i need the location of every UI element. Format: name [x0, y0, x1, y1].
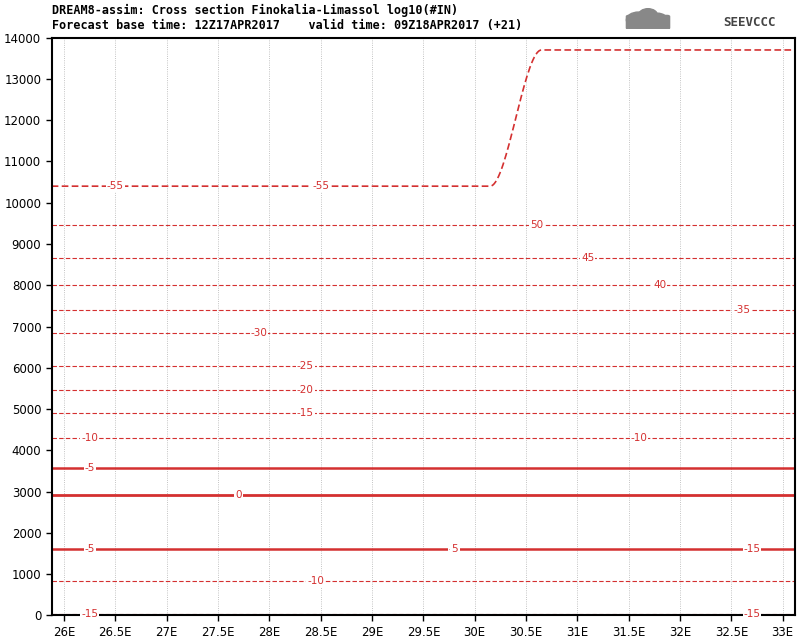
FancyBboxPatch shape: [626, 15, 670, 29]
Text: -15: -15: [81, 609, 98, 619]
Text: -25: -25: [297, 361, 314, 371]
Text: DREAM8-assim: Cross section Finokalia-Limassol log10(#IN)
Forecast base time: 12: DREAM8-assim: Cross section Finokalia-Li…: [52, 4, 522, 32]
Ellipse shape: [648, 13, 667, 27]
Text: -15: -15: [743, 609, 761, 619]
Text: -15: -15: [297, 408, 314, 418]
Ellipse shape: [638, 8, 658, 23]
Text: -5: -5: [85, 463, 95, 473]
Text: -35: -35: [733, 305, 750, 315]
Text: 5: 5: [451, 545, 458, 554]
Text: -5: -5: [85, 545, 95, 554]
Text: -20: -20: [297, 385, 314, 395]
Text: -10: -10: [630, 433, 647, 443]
Text: -5: -5: [449, 545, 459, 554]
Text: 40: 40: [653, 280, 666, 290]
Ellipse shape: [626, 12, 650, 28]
Text: -30: -30: [250, 328, 267, 338]
Text: -10: -10: [630, 433, 647, 443]
Text: -55: -55: [312, 181, 330, 191]
Text: 0: 0: [235, 490, 242, 500]
Text: 50: 50: [530, 221, 543, 230]
Text: 45: 45: [581, 253, 594, 264]
Text: SEEVCCC: SEEVCCC: [723, 16, 776, 29]
Text: -10: -10: [82, 433, 98, 443]
Text: -10: -10: [307, 576, 324, 586]
Text: -55: -55: [107, 181, 124, 191]
Text: -15: -15: [743, 545, 761, 554]
Text: 35: 35: [735, 305, 748, 315]
